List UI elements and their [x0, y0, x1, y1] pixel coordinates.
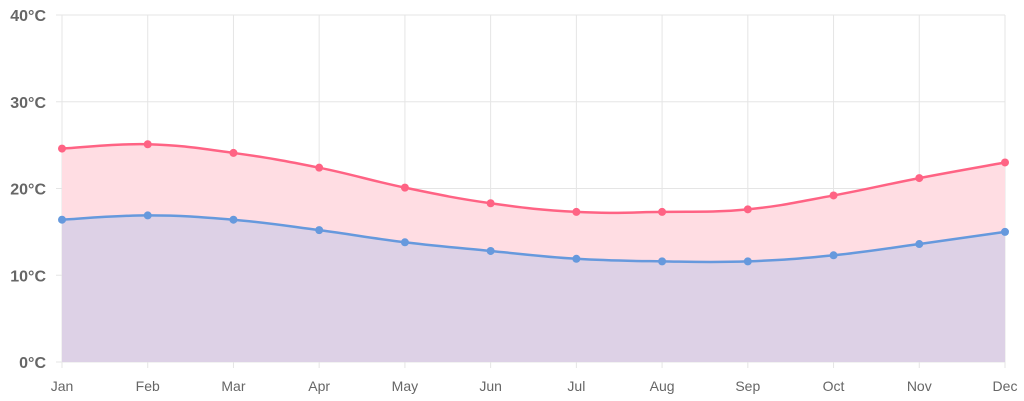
x-tick-label-jan: Jan	[51, 378, 74, 394]
series-1-point-feb[interactable]	[143, 140, 152, 149]
x-tick-label-jun: Jun	[479, 378, 502, 394]
x-tick-label-dec: Dec	[993, 378, 1018, 394]
series-2-point-nov[interactable]	[915, 240, 924, 249]
x-tick-label-apr: Apr	[308, 378, 330, 394]
series-1-point-aug[interactable]	[658, 207, 667, 216]
series-lines	[61, 142, 1006, 264]
series-1-point-sep[interactable]	[743, 205, 752, 214]
y-tick-label: 40°C	[10, 8, 46, 25]
series-1-point-apr[interactable]	[315, 163, 324, 172]
x-tick-label-mar: Mar	[221, 378, 245, 394]
x-tick-label-jul: Jul	[567, 378, 585, 394]
series-2-point-aug[interactable]	[658, 257, 667, 266]
y-axis-ticks: 0°C 10°C 20°C 30°C 40°C	[10, 8, 46, 372]
series-2-point-may[interactable]	[400, 238, 409, 247]
series-1-point-jan[interactable]	[58, 144, 66, 153]
y-tick-label: 0°C	[19, 355, 46, 372]
data-points	[58, 140, 1009, 266]
series-1-point-nov[interactable]	[915, 174, 924, 183]
x-tick-label-aug: Aug	[650, 378, 675, 394]
series-2-area	[62, 215, 1005, 362]
series-1-point-oct[interactable]	[829, 191, 838, 200]
x-tick-label-nov: Nov	[907, 378, 932, 394]
series-1-point-may[interactable]	[400, 183, 409, 192]
series-2-point-dec[interactable]	[1001, 227, 1009, 236]
x-tick-label-feb: Feb	[136, 378, 160, 394]
series-1-point-dec[interactable]	[1001, 158, 1009, 167]
series-2-point-sep[interactable]	[743, 257, 752, 266]
series-2-point-jun[interactable]	[486, 246, 495, 255]
y-tick-label: 10°C	[10, 268, 46, 285]
series-2-line	[61, 214, 1006, 264]
series-1-point-mar[interactable]	[229, 148, 238, 157]
y-tick-label: 30°C	[10, 95, 46, 112]
series-2-point-jul[interactable]	[572, 254, 581, 263]
series-2-point-mar[interactable]	[229, 215, 238, 224]
x-axis-ticks: Jan Feb Mar Apr May Jun Jul Aug Sep Oct Nov Dec	[51, 378, 1018, 394]
x-tick-label-oct: Oct	[823, 378, 845, 394]
x-tick-label-may: May	[392, 378, 418, 394]
series-2-point-apr[interactable]	[315, 226, 324, 235]
series-areas	[62, 144, 1005, 362]
x-tick-label-sep: Sep	[735, 378, 760, 394]
series-2-point-jan[interactable]	[58, 215, 66, 224]
series-1-line	[61, 142, 1006, 215]
series-1-point-jun[interactable]	[486, 199, 495, 208]
series-1-point-jul[interactable]	[572, 207, 581, 216]
y-tick-label: 20°C	[10, 182, 46, 199]
series-2-point-oct[interactable]	[829, 251, 838, 260]
series-2-point-feb[interactable]	[143, 211, 152, 220]
